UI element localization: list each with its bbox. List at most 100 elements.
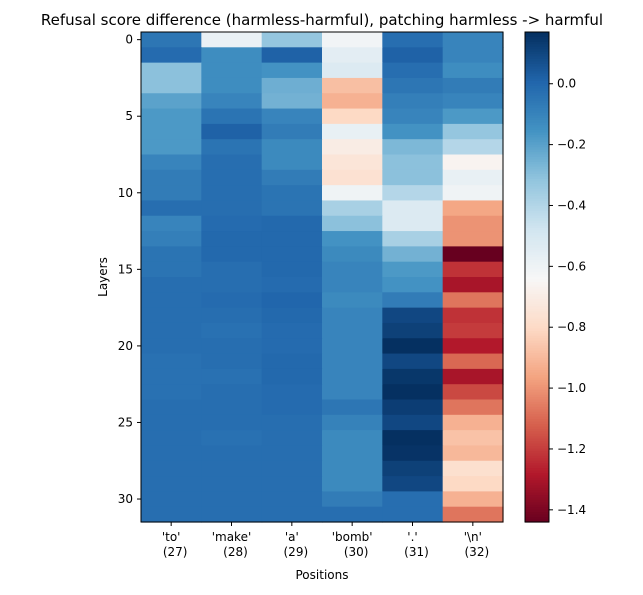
colorbar-segment — [525, 460, 549, 464]
heatmap-cell — [261, 368, 323, 385]
colorbar-segment — [525, 125, 549, 129]
heatmap-cell — [261, 215, 323, 232]
colorbar-segment — [525, 367, 549, 371]
colorbar-segment — [525, 171, 549, 175]
colorbar-segment — [525, 232, 549, 236]
heatmap-cell — [141, 215, 202, 232]
heatmap-cell — [141, 246, 202, 263]
heatmap-cell — [322, 338, 383, 355]
colorbar-segment — [525, 495, 549, 499]
colorbar-segment — [525, 152, 549, 156]
heatmap-cell — [141, 139, 202, 156]
colorbar-segment — [525, 414, 549, 418]
heatmap-cell — [382, 231, 444, 247]
heatmap-cell — [322, 399, 383, 416]
colorbar-segment — [525, 350, 549, 354]
heatmap-cell — [382, 322, 444, 339]
colorbar-segment — [525, 237, 549, 241]
colorbar-segment — [525, 71, 549, 75]
heatmap-cell — [382, 277, 444, 293]
colorbar-segment — [525, 468, 549, 472]
heatmap-cell — [201, 476, 263, 492]
colorbar-segment — [525, 269, 549, 273]
y-tick-label: 25 — [118, 415, 133, 429]
colorbar-segment — [525, 230, 549, 234]
heatmap-cell — [442, 292, 504, 309]
colorbar-segment — [525, 426, 549, 430]
heatmap-cell — [201, 108, 263, 125]
heatmap-cell — [322, 476, 383, 492]
heatmap-cell — [382, 32, 444, 48]
heatmap-cell — [261, 246, 323, 263]
heatmap-cell — [442, 445, 504, 462]
colorbar-segment — [525, 186, 549, 190]
colorbar-segment — [525, 139, 549, 143]
heatmap-cell — [141, 32, 202, 48]
heatmap-cell — [201, 215, 263, 232]
colorbar-segment — [525, 81, 549, 85]
colorbar-segment — [525, 355, 549, 359]
colorbar-segment — [525, 514, 549, 518]
colorbar-segment — [525, 235, 549, 239]
heatmap-cell — [261, 62, 323, 79]
colorbar-segment — [525, 470, 549, 474]
heatmap-cell — [201, 93, 263, 110]
heatmap-cell — [382, 445, 444, 462]
heatmap-cell — [201, 277, 263, 293]
colorbar-segment — [525, 85, 549, 89]
colorbar-segment — [525, 169, 549, 173]
heatmap-cell — [141, 62, 202, 79]
colorbar-segment — [525, 32, 549, 36]
colorbar-segment — [525, 164, 549, 168]
colorbar-segment — [525, 397, 549, 401]
x-axis-ticks: 'to'(27)'make'(28)'a'(29)'bomb'(30)'.'(3… — [162, 522, 489, 559]
colorbar-segment — [525, 512, 549, 516]
colorbar-segment — [525, 98, 549, 102]
colorbar-segment — [525, 205, 549, 209]
heatmap-cell — [322, 506, 383, 523]
heatmap-cell — [322, 430, 383, 447]
colorbar-segment — [525, 68, 549, 72]
colorbar-segment — [525, 463, 549, 467]
colorbar-segment — [525, 93, 549, 97]
y-tick-label: 0 — [125, 33, 133, 47]
colorbar-segment — [525, 487, 549, 491]
colorbar-tick-label: −1.2 — [557, 442, 586, 456]
colorbar-segment — [525, 161, 549, 165]
heatmap-cell — [322, 292, 383, 309]
plot-frame — [140, 31, 504, 523]
colorbar-segment — [525, 490, 549, 494]
colorbar-segment — [525, 375, 549, 379]
heatmap-cell — [322, 261, 383, 278]
heatmap-cell — [201, 399, 263, 416]
heatmap-cell — [261, 261, 323, 278]
colorbar-segment — [525, 115, 549, 119]
colorbar-segment — [525, 453, 549, 457]
heatmap-cell — [382, 123, 444, 140]
heatmap-cell — [141, 368, 202, 385]
heatmap-cell — [322, 414, 383, 431]
heatmap-cell — [201, 169, 263, 186]
colorbar-segment — [525, 242, 549, 246]
colorbar-segment — [525, 36, 549, 40]
heatmap-cell — [382, 368, 444, 385]
colorbar-segment — [525, 480, 549, 484]
heatmap-cell — [201, 139, 263, 156]
heatmap-cell — [261, 322, 323, 339]
colorbar-segment — [525, 394, 549, 398]
colorbar-segment — [525, 303, 549, 307]
heatmap-cell — [442, 62, 504, 79]
colorbar-segment — [525, 250, 549, 254]
colorbar-segment — [525, 492, 549, 496]
heatmap-cell — [141, 108, 202, 125]
heatmap-cell — [442, 353, 504, 370]
heatmap-cell — [201, 246, 263, 263]
colorbar-segment — [525, 220, 549, 224]
heatmap-cell — [322, 307, 383, 324]
colorbar-segment — [525, 279, 549, 283]
y-axis-ticks: 0 5 10 15 20 25 30 — [118, 33, 141, 506]
heatmap-cell — [382, 246, 444, 263]
heatmap-cell — [442, 200, 504, 217]
colorbar-segment — [525, 267, 549, 271]
